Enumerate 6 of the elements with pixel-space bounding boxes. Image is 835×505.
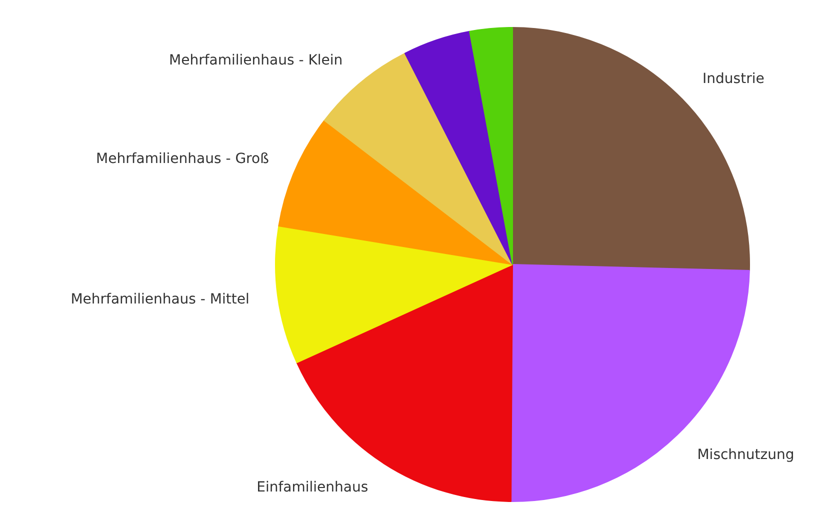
slice-label: Einfamilienhaus [256,479,368,496]
slice-label: Mehrfamilienhaus - Groß [96,151,270,168]
slice-label: Mehrfamilienhaus - Klein [169,52,343,69]
slice-label: Mehrfamilienhaus - Mittel [70,291,250,308]
slice-label: Industrie [702,71,764,88]
slice-label: Mischnutzung [697,447,794,464]
